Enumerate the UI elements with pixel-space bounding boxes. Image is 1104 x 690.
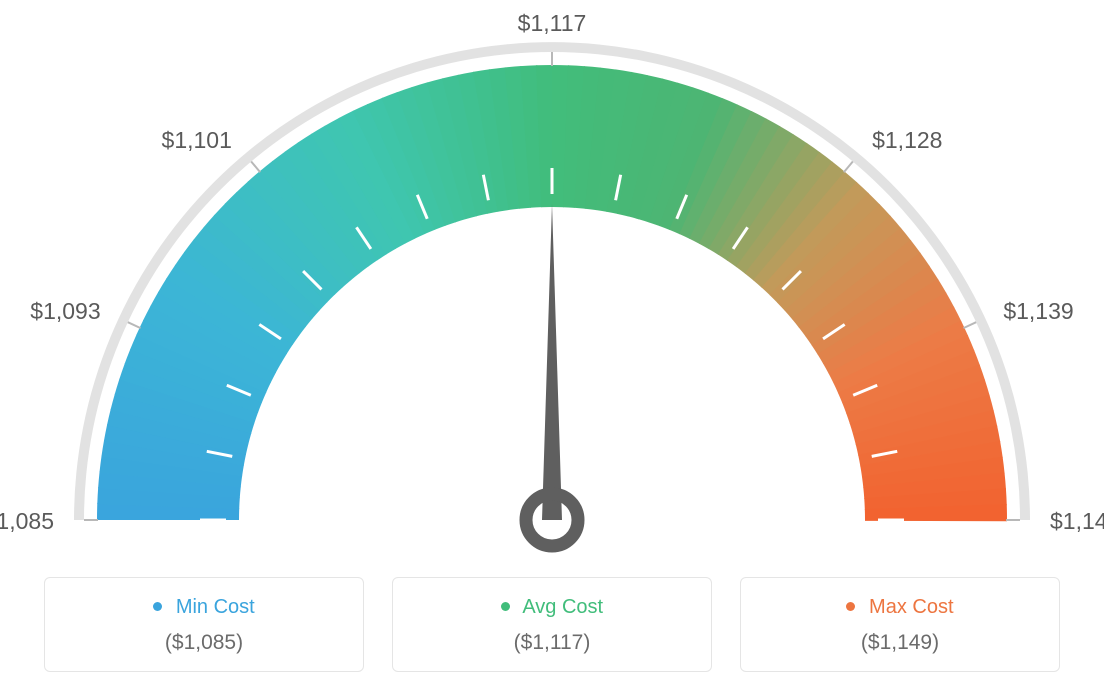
legend-title-max-text: Max Cost [869, 596, 953, 618]
legend-title-avg-text: Avg Cost [522, 596, 603, 618]
gauge-tick-label: $1,128 [872, 127, 942, 154]
gauge-tick-label: $1,101 [158, 127, 232, 154]
gauge-tick-label: $1,117 [512, 10, 592, 37]
gauge-tick-label: $1,139 [1003, 298, 1073, 325]
legend-card-min: Min Cost ($1,085) [44, 577, 364, 672]
legend-title-min: Min Cost [45, 596, 363, 619]
legend-dot-avg [501, 602, 510, 611]
gauge-tick-label: $1,093 [27, 298, 101, 325]
gauge-container: $1,085 $1,093 $1,101 $1,117 $1,128 $1,139 $1,1… [0, 0, 1104, 560]
gauge-outer-tick [844, 161, 853, 172]
legend-card-avg: Avg Cost ($1,117) [392, 577, 712, 672]
gauge-tick-label: $1,149 [1050, 508, 1104, 535]
legend-dot-max [846, 602, 855, 611]
legend-title-min-text: Min Cost [176, 596, 255, 618]
gauge-outer-tick [251, 161, 260, 172]
legend-value-avg: ($1,117) [393, 631, 711, 655]
legend-value-min: ($1,085) [45, 631, 363, 655]
gauge-needle [542, 204, 562, 520]
legend-row: Min Cost ($1,085) Avg Cost ($1,117) Max … [0, 577, 1104, 672]
legend-title-max: Max Cost [741, 596, 1059, 619]
legend-title-avg: Avg Cost [393, 596, 711, 619]
gauge-tick-label: $1,085 [0, 508, 54, 535]
gauge-outer-tick [963, 322, 976, 328]
gauge-svg [0, 0, 1104, 560]
legend-card-max: Max Cost ($1,149) [740, 577, 1060, 672]
legend-value-max: ($1,149) [741, 631, 1059, 655]
legend-dot-min [153, 602, 162, 611]
gauge-outer-tick [128, 322, 141, 328]
